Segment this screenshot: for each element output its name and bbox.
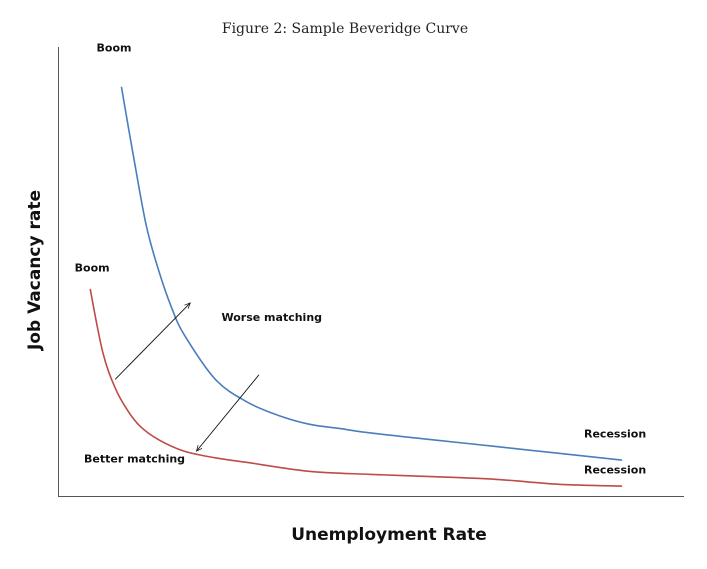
- y-axis-label: Job Vacancy rate: [25, 190, 45, 351]
- series-layer: [89, 86, 623, 487]
- figure-caption: Figure 2: Sample Beveridge Curve: [222, 21, 468, 37]
- series-line-1: [89, 288, 623, 487]
- shift-arrow-1: [197, 374, 260, 451]
- plot-axes: [58, 47, 684, 497]
- annotation-label: Worse matching: [222, 311, 323, 324]
- x-axis-label: Unemployment Rate: [291, 525, 487, 545]
- annotation-label: Boom: [75, 262, 110, 275]
- curve-annotations: Boom Boom Worse matching Better matching Rec…: [75, 41, 647, 476]
- annotation-label: Recession: [584, 464, 646, 477]
- shift-arrow-0: [114, 303, 190, 380]
- annotation-label: Recession: [584, 428, 646, 441]
- shift-arrows: [114, 303, 260, 451]
- annotation-label: Boom: [97, 41, 132, 54]
- series-line-0: [120, 86, 623, 461]
- annotation-label: Better matching: [84, 452, 185, 465]
